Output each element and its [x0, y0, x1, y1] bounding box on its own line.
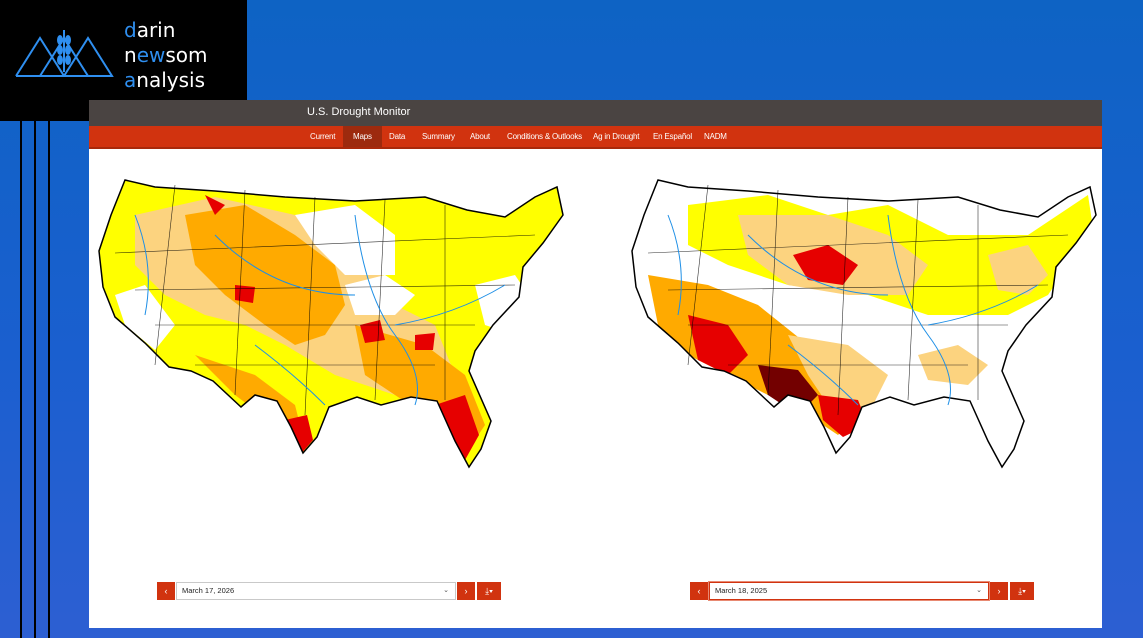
nav-maps[interactable]: Maps	[343, 126, 382, 147]
nav-nadm[interactable]: NADM	[704, 132, 727, 141]
chevron-down-icon: ⌄	[976, 587, 982, 594]
nav-about[interactable]: About	[470, 132, 490, 141]
nav-conditions-outlooks[interactable]: Conditions & Outlooks	[507, 132, 582, 141]
drought-monitor-page: U.S. Drought Monitor Current Maps Data S…	[89, 100, 1102, 628]
chevron-down-icon: ⌄	[443, 587, 449, 594]
date-selector-left: ‹ March 17, 2026 ⌄ › ⤓▾	[157, 582, 502, 600]
nav-ag-in-drought[interactable]: Ag in Drought	[593, 132, 640, 141]
next-week-button[interactable]: ›	[457, 582, 475, 600]
brand-wordmark: darin newsom analysis	[124, 18, 208, 92]
decorative-line	[34, 121, 36, 638]
prev-week-button[interactable]: ‹	[157, 582, 175, 600]
date-dropdown[interactable]: March 18, 2025 ⌄	[709, 582, 989, 600]
next-week-button[interactable]: ›	[990, 582, 1008, 600]
date-selector-right: ‹ March 18, 2025 ⌄ › ⤓▾	[690, 582, 1035, 600]
site-title[interactable]: U.S. Drought Monitor	[307, 106, 411, 118]
nav-summary[interactable]: Summary	[422, 132, 455, 141]
site-header: U.S. Drought Monitor	[89, 100, 1102, 126]
drought-map-2026[interactable]	[95, 175, 565, 470]
nav-en-espanol[interactable]: En Español	[653, 132, 692, 141]
date-dropdown[interactable]: March 17, 2026 ⌄	[176, 582, 456, 600]
prev-week-button[interactable]: ‹	[690, 582, 708, 600]
download-button[interactable]: ⤓▾	[477, 582, 501, 600]
decorative-line	[48, 121, 50, 638]
download-button[interactable]: ⤓▾	[1010, 582, 1034, 600]
nav-current[interactable]: Current	[310, 132, 336, 141]
date-value: March 17, 2026	[182, 586, 235, 595]
nav-data[interactable]: Data	[389, 132, 406, 141]
mountains-wheat-icon	[15, 30, 114, 77]
drought-map-2025[interactable]	[628, 175, 1098, 470]
date-value: March 18, 2025	[715, 586, 768, 595]
decorative-line	[20, 121, 22, 638]
main-nav: Current Maps Data Summary About Conditio…	[89, 126, 1102, 149]
